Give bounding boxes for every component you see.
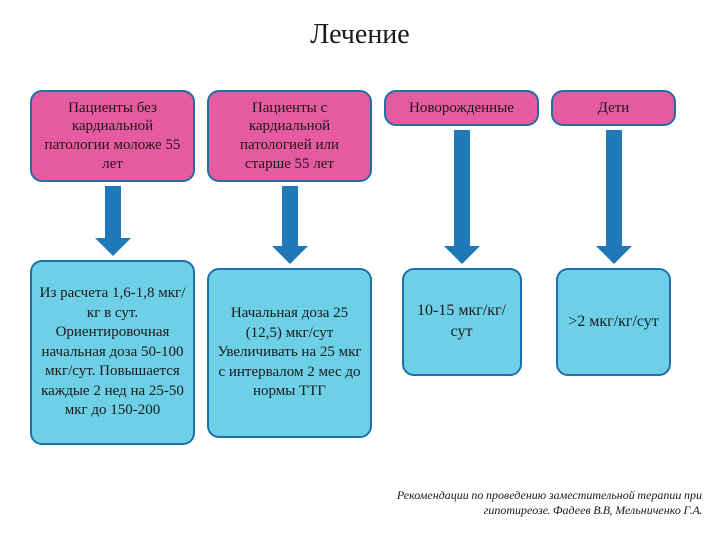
header-box-1: Пациенты без кардиальной патологии молож…	[30, 90, 195, 182]
dose-box-4: >2 мкг/кг/сут	[556, 268, 671, 376]
page-title: Лечение	[0, 0, 720, 51]
column-1: Пациенты без кардиальной патологии молож…	[30, 90, 195, 445]
arrow-down-icon	[444, 130, 480, 264]
header-box-4: Дети	[551, 90, 676, 126]
diagram-columns: Пациенты без кардиальной патологии молож…	[0, 90, 720, 445]
column-3: Новорожденные 10-15 мкг/кг/сут	[384, 90, 539, 376]
dose-box-3: 10-15 мкг/кг/сут	[402, 268, 522, 376]
dose-box-2: Начальная доза 25 (12,5) мкг/сут Увеличи…	[207, 268, 372, 438]
column-2: Пациенты с кардиальной патологией или ст…	[207, 90, 372, 438]
column-4: Дети >2 мкг/кг/сут	[551, 90, 676, 376]
dose-box-1: Из расчета 1,6-1,8 мкг/кг в сут. Ориенти…	[30, 260, 195, 445]
arrow-down-icon	[272, 186, 308, 264]
header-box-2: Пациенты с кардиальной патологией или ст…	[207, 90, 372, 182]
arrow-down-icon	[596, 130, 632, 264]
citation-text: Рекомендации по проведению заместительно…	[392, 488, 702, 518]
header-box-3: Новорожденные	[384, 90, 539, 126]
arrow-down-icon	[95, 186, 131, 256]
